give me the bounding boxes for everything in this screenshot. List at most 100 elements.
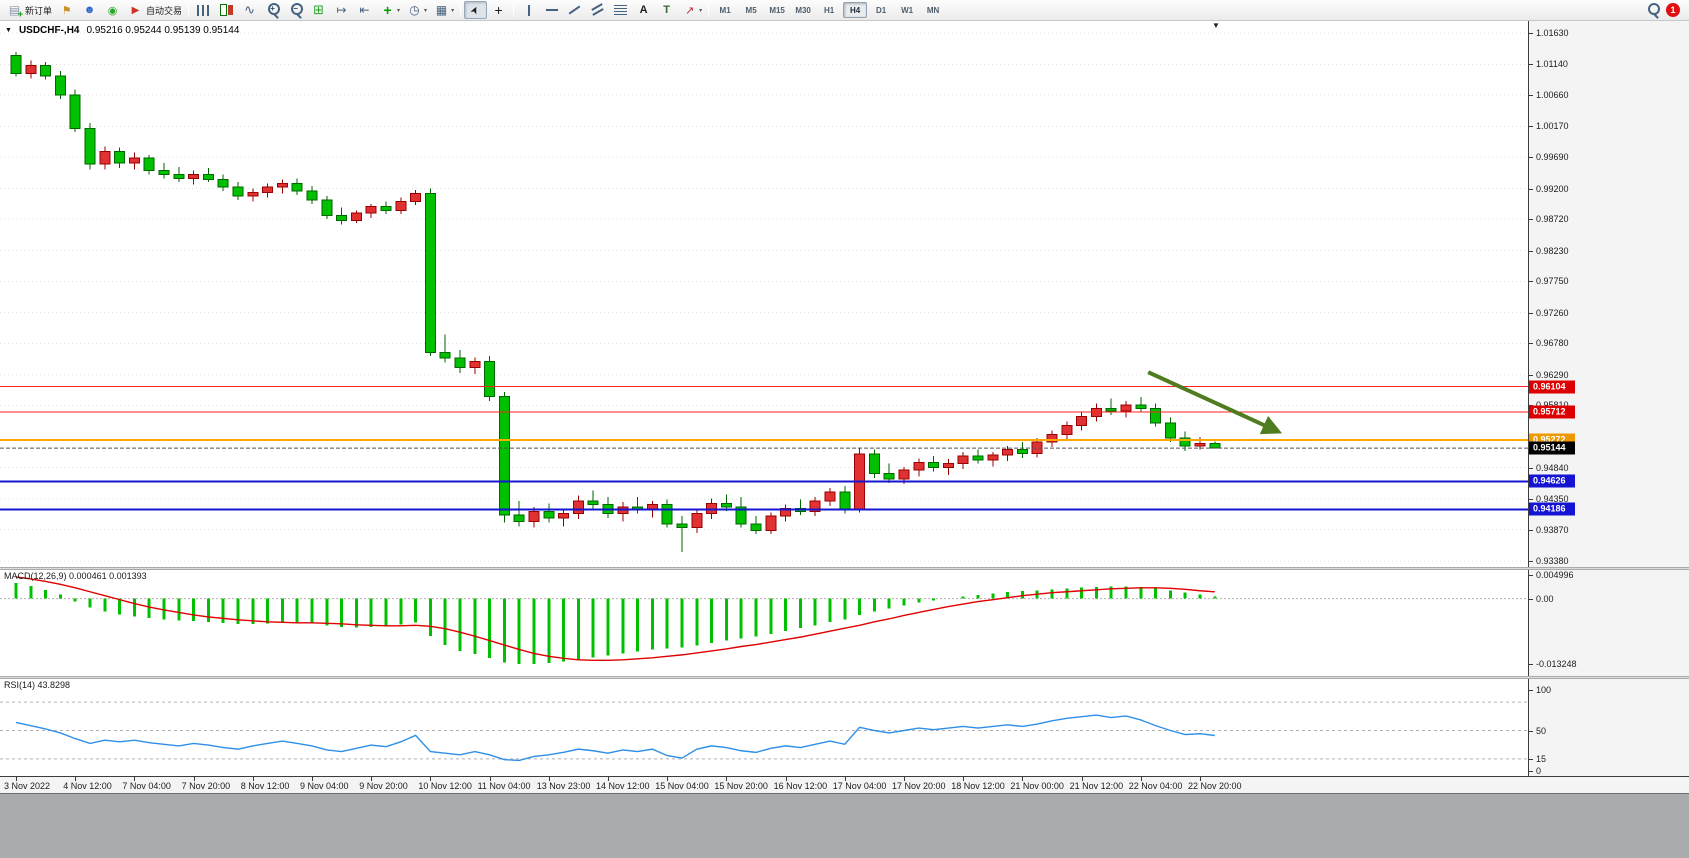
- timeframe-m30[interactable]: M30: [791, 2, 815, 18]
- timeframe-m15[interactable]: M15: [765, 2, 789, 18]
- macd-pane[interactable]: MACD(12,26,9) 0.000461 0.001393: [0, 570, 1528, 676]
- price-scale[interactable]: 1.016301.011401.006601.001700.996900.992…: [1528, 21, 1689, 567]
- profiles-button[interactable]: [55, 1, 78, 19]
- auto-trading-button[interactable]: 自动交易: [124, 1, 185, 19]
- price-badge-0.94186: 0.94186: [1529, 503, 1575, 516]
- cursor-button[interactable]: [464, 1, 487, 19]
- price-chart-canvas[interactable]: [0, 21, 1528, 567]
- macd-scale[interactable]: 0.0049960.00-0.013248: [1528, 570, 1689, 676]
- rsi-scale[interactable]: 10050150: [1528, 679, 1689, 776]
- price-tick-label: 0.97260: [1536, 308, 1569, 318]
- timeframe-m5[interactable]: M5: [739, 2, 763, 18]
- text-button[interactable]: [632, 1, 655, 19]
- pane-splitter[interactable]: [0, 567, 1689, 570]
- macd-tick: [1529, 599, 1533, 600]
- new-order-button-label: 新订单: [25, 4, 52, 17]
- price-tick-label: 0.94840: [1536, 463, 1569, 473]
- pane-splitter[interactable]: [0, 676, 1689, 679]
- rsi-tick: [1529, 690, 1533, 691]
- time-axis[interactable]: 3 Nov 20224 Nov 12:007 Nov 04:007 Nov 20…: [0, 776, 1689, 793]
- candlestick-chart-button[interactable]: [215, 1, 238, 19]
- timeframe-d1[interactable]: D1: [869, 2, 893, 18]
- search-icon[interactable]: [1644, 2, 1661, 18]
- chart-ohlc-values: 0.95216 0.95244 0.95139 0.95144: [87, 25, 240, 36]
- price-tick: [1529, 281, 1533, 282]
- timeframe-h4[interactable]: H4: [843, 2, 867, 18]
- bar-chart-button[interactable]: [192, 1, 215, 19]
- price-tick: [1529, 561, 1533, 562]
- time-axis-label: 3 Nov 2022: [4, 781, 50, 791]
- time-axis-label: 22 Nov 04:00: [1129, 781, 1183, 791]
- vertical-line-button[interactable]: [517, 1, 540, 19]
- zoom-in-button[interactable]: +: [261, 1, 284, 19]
- price-tick-label: 0.99690: [1536, 152, 1569, 162]
- time-axis-label: 18 Nov 12:00: [951, 781, 1005, 791]
- price-tick: [1529, 343, 1533, 344]
- dropdown-arrow-icon[interactable]: ▾: [451, 7, 454, 14]
- zoom-out-icon: −: [287, 2, 304, 18]
- time-axis-label: 15 Nov 04:00: [655, 781, 709, 791]
- navigator-button[interactable]: [101, 1, 124, 19]
- auto-scroll-button[interactable]: [330, 1, 353, 19]
- chart-shift-button[interactable]: [353, 1, 376, 19]
- templates-button[interactable]: ▾: [430, 1, 457, 19]
- toolbar-separator: [460, 3, 461, 17]
- price-tick: [1529, 126, 1533, 127]
- time-axis-label: 10 Nov 12:00: [418, 781, 472, 791]
- zoom-out-button[interactable]: −: [284, 1, 307, 19]
- timeframe-mn[interactable]: MN: [921, 2, 945, 18]
- price-tick-label: 1.00170: [1536, 121, 1569, 131]
- price-tick-label: 1.01140: [1536, 59, 1568, 69]
- text-label-button[interactable]: [655, 1, 678, 19]
- indicators-button[interactable]: ▾: [376, 1, 403, 19]
- rsi-label: RSI(14) 43.8298: [4, 680, 70, 690]
- channel-icon: [589, 2, 606, 18]
- trendline-button[interactable]: [563, 1, 586, 19]
- new-order-button[interactable]: 新订单: [3, 1, 55, 19]
- price-tick-label: 0.98720: [1536, 214, 1569, 224]
- price-badge-0.95712: 0.95712: [1529, 405, 1575, 418]
- timeframe-m1[interactable]: M1: [713, 2, 737, 18]
- one-click-trading-toggle[interactable]: ▼: [5, 27, 12, 34]
- chart-shift-marker[interactable]: ▼: [1212, 22, 1220, 30]
- rsi-tick-label: 100: [1536, 685, 1551, 695]
- line-chart-button[interactable]: [238, 1, 261, 19]
- rsi-value: 43.8298: [38, 680, 71, 690]
- chart-symbol-timeframe: USDCHF-,H4: [19, 25, 80, 36]
- tile-windows-button[interactable]: [307, 1, 330, 19]
- market-watch-button[interactable]: [78, 1, 101, 19]
- price-tick-label: 0.98230: [1536, 246, 1569, 256]
- time-axis-label: 13 Nov 23:00: [537, 781, 591, 791]
- notification-badge[interactable]: 1: [1666, 3, 1680, 17]
- macd-tick-label: 0.00: [1536, 594, 1554, 604]
- price-tick: [1529, 499, 1533, 500]
- workspace-background: [0, 793, 1689, 858]
- rsi-chart-canvas[interactable]: [0, 679, 1528, 776]
- dropdown-arrow-icon[interactable]: ▾: [699, 7, 702, 14]
- price-tick: [1529, 189, 1533, 190]
- price-tick-label: 0.93380: [1536, 556, 1569, 566]
- price-pane[interactable]: ▼ USDCHF-,H4 0.95216 0.95244 0.95139 0.9…: [0, 21, 1528, 567]
- timeframe-h1[interactable]: H1: [817, 2, 841, 18]
- horizontal-line-button[interactable]: [540, 1, 563, 19]
- rsi-tick-label: 50: [1536, 726, 1546, 736]
- text-icon: [635, 2, 652, 18]
- channel-button[interactable]: [586, 1, 609, 19]
- rsi-tick-label: 15: [1536, 754, 1546, 764]
- fibonacci-button[interactable]: [609, 1, 632, 19]
- dropdown-arrow-icon[interactable]: ▾: [424, 7, 427, 14]
- rsi-pane[interactable]: RSI(14) 43.8298: [0, 679, 1528, 776]
- macd-chart-canvas[interactable]: [0, 570, 1528, 676]
- time-axis-label: 14 Nov 12:00: [596, 781, 650, 791]
- crosshair-button[interactable]: [487, 1, 510, 19]
- macd-signal-line: [16, 577, 1215, 660]
- auto-trading-icon: [127, 2, 144, 18]
- chart-candles-icon: [218, 2, 235, 18]
- candles: [11, 52, 1220, 552]
- time-axis-label: 17 Nov 04:00: [833, 781, 887, 791]
- arrows-button[interactable]: ▾: [678, 1, 705, 19]
- timeframe-w1[interactable]: W1: [895, 2, 919, 18]
- dropdown-arrow-icon[interactable]: ▾: [397, 7, 400, 14]
- periods-button[interactable]: ▾: [403, 1, 430, 19]
- cursor-icon: [467, 2, 484, 18]
